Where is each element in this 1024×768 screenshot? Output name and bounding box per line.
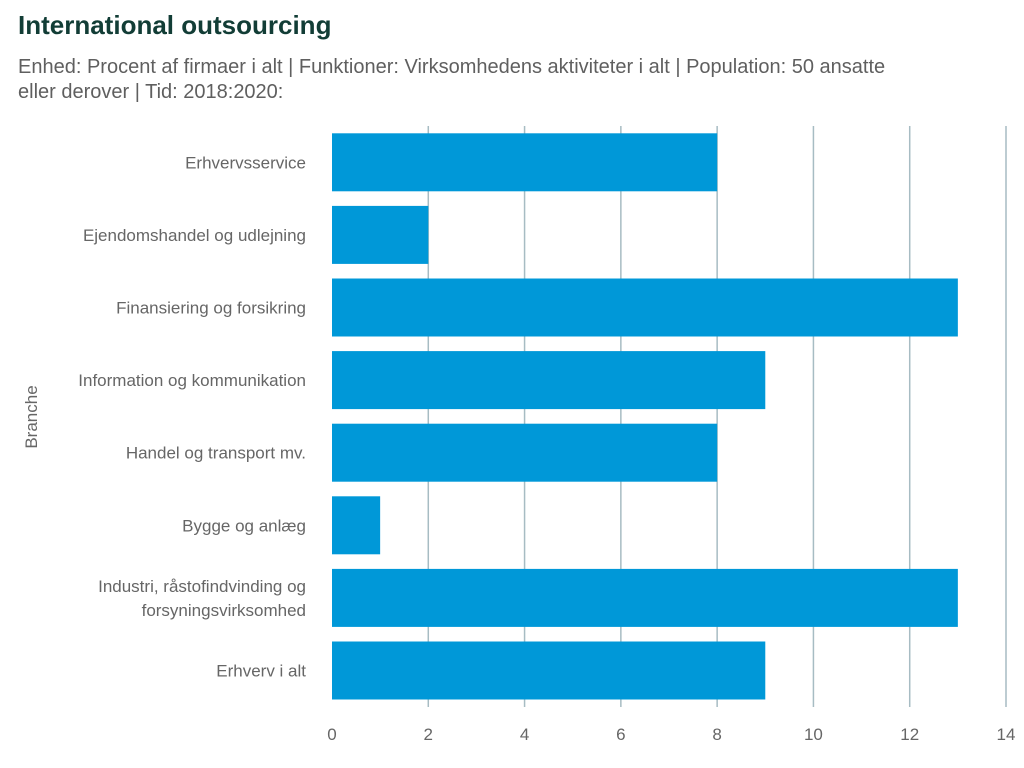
category-label: Handel og transport mv. — [126, 444, 306, 463]
x-tick-label: 2 — [424, 725, 433, 744]
category-label: Erhverv i alt — [216, 662, 306, 681]
x-tick-label: 4 — [520, 725, 529, 744]
y-axis-label: Branche — [22, 385, 41, 448]
bar — [332, 133, 718, 192]
bar — [332, 205, 429, 264]
bar — [332, 568, 958, 627]
x-tick-label: 10 — [804, 725, 823, 744]
category-label: Ejendomshandel og udlejning — [83, 226, 306, 245]
bars — [332, 133, 958, 700]
x-tick-labels: 0 2 4 6 8 10 12 14 — [327, 725, 1015, 744]
bar — [332, 278, 958, 337]
category-labels: Erhvervsservice Ejendomshandel og udlejni… — [78, 153, 306, 680]
chart-subtitle: Enhed: Procent af firmaer i alt | Funkti… — [18, 56, 886, 103]
category-label: Industri, råstofindvinding og forsyningsv… — [98, 577, 306, 620]
bar — [332, 423, 718, 482]
x-tick-label: 0 — [327, 725, 336, 744]
x-tick-label: 8 — [712, 725, 721, 744]
x-tick-label: 12 — [900, 725, 919, 744]
chart-title: International outsourcing — [18, 10, 332, 40]
bar — [332, 351, 766, 410]
category-label: Erhvervsservice — [185, 153, 306, 172]
category-label: Finansiering og forsikring — [116, 299, 306, 318]
x-tick-label: 14 — [997, 725, 1016, 744]
category-label: Information og kommunikation — [78, 371, 306, 390]
category-label: Bygge og anlæg — [182, 516, 306, 535]
bar — [332, 641, 766, 700]
bar — [332, 496, 381, 555]
x-tick-label: 6 — [616, 725, 625, 744]
